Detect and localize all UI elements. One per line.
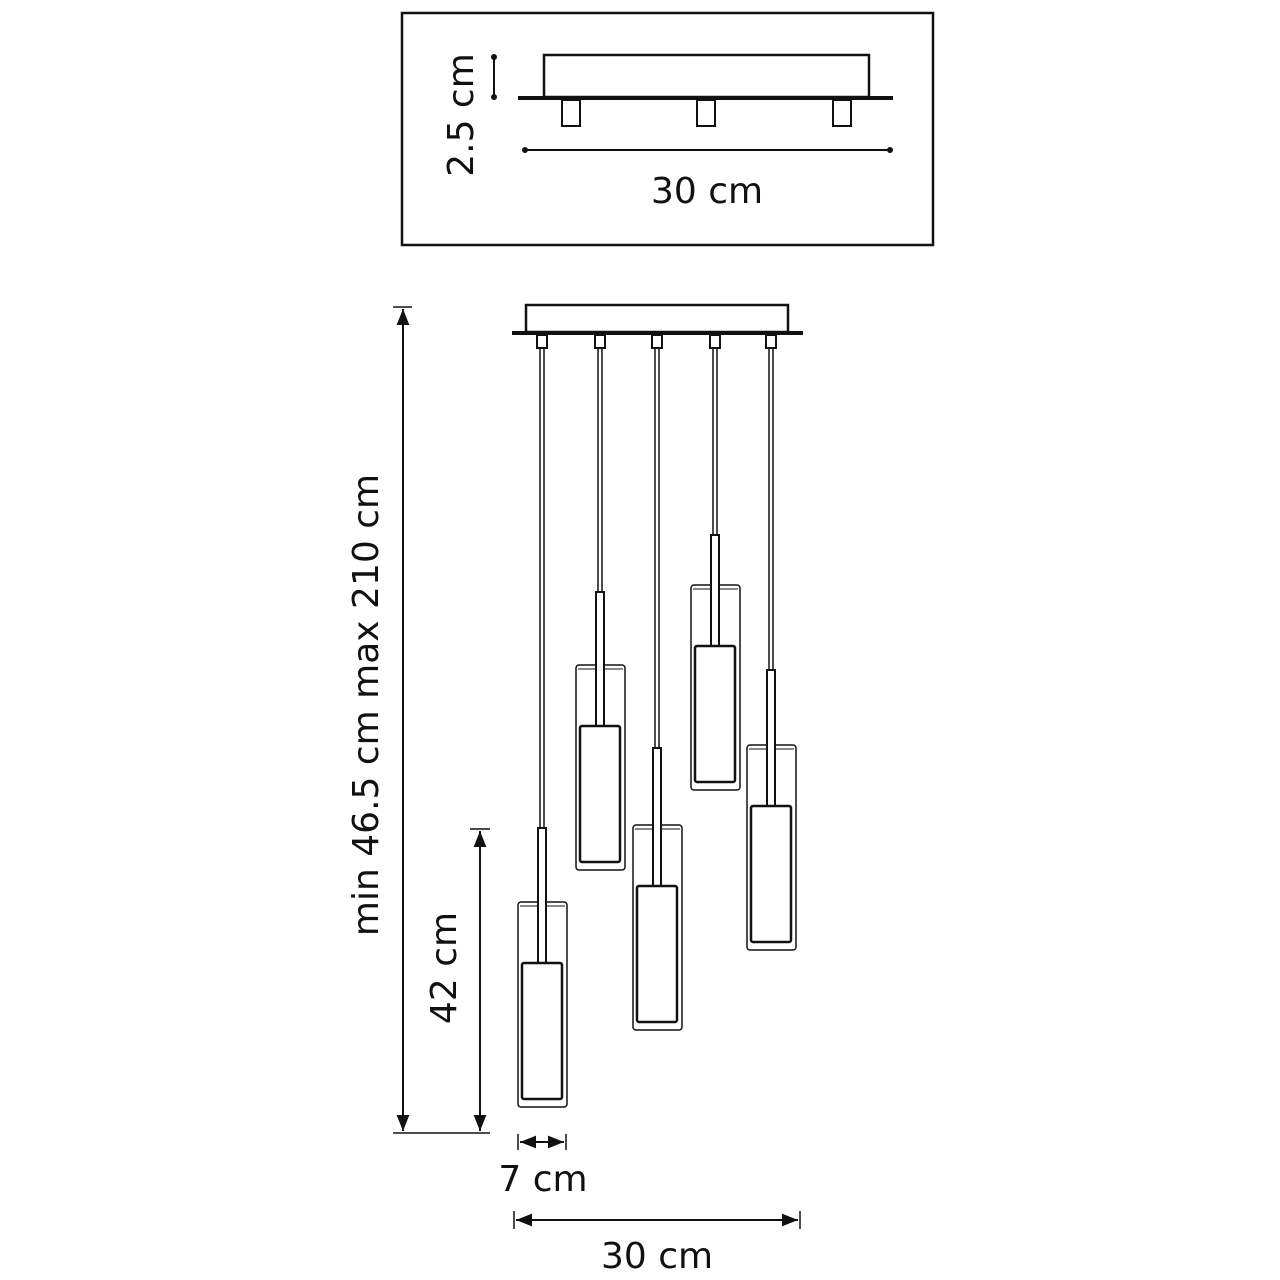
pendant-connector: [594, 334, 606, 349]
light-body: [693, 644, 737, 784]
inset-foot: [696, 99, 716, 127]
canopy-inset: 2.5 cm 30 cm: [400, 11, 935, 247]
pendant: [690, 334, 741, 791]
pendant-tube: [710, 534, 720, 647]
total-height-dimension: min 46.5 cm max 210 cm: [346, 306, 490, 1134]
inset-foot: [832, 99, 852, 127]
shade-width-dimension: 7 cm: [498, 1134, 588, 1200]
fixture: [512, 303, 803, 1108]
inset-width-dimension: 30 cm: [522, 147, 893, 212]
inset-height-label: 2.5 cm: [441, 53, 482, 177]
shade-height-label: 42 cm: [424, 912, 465, 1024]
pendant-connector: [709, 334, 721, 349]
light-body: [635, 884, 679, 1024]
canopy-width-dimension: 30 cm: [513, 1211, 801, 1277]
canopy-width-label: 30 cm: [601, 1236, 713, 1277]
inset-height-dimension: 2.5 cm: [441, 53, 497, 177]
pendant: [632, 334, 683, 1031]
pendant-tube: [537, 827, 547, 964]
canopy: [524, 303, 790, 334]
light-body: [578, 724, 622, 864]
inset-width-label: 30 cm: [651, 171, 763, 212]
pendant-tube: [652, 747, 662, 887]
total-height-label: min 46.5 cm max 210 cm: [346, 474, 387, 936]
light-body: [749, 804, 793, 944]
inset-frame: [400, 11, 935, 247]
pendant-connector: [765, 334, 777, 349]
light-body: [520, 961, 564, 1101]
pendant: [746, 334, 797, 951]
pendant-tube: [595, 591, 605, 727]
pendant: [517, 334, 568, 1108]
inset-foot: [561, 99, 581, 127]
pendant-tube: [766, 669, 776, 807]
pendant: [575, 334, 626, 871]
shade-height-dimension: 42 cm: [424, 828, 490, 1131]
pendant-connector: [651, 334, 663, 349]
inset-canopy: [542, 53, 871, 99]
shade-width-label: 7 cm: [498, 1159, 587, 1200]
pendant-connector: [536, 334, 548, 349]
